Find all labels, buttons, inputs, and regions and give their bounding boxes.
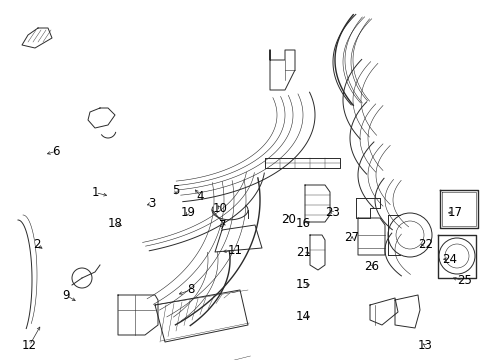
Text: 13: 13 — [417, 339, 432, 352]
Text: 14: 14 — [295, 310, 310, 323]
Text: 10: 10 — [212, 202, 227, 215]
Text: 15: 15 — [295, 278, 310, 291]
Text: 11: 11 — [227, 244, 242, 257]
Text: 9: 9 — [62, 289, 70, 302]
Text: 24: 24 — [442, 253, 456, 266]
Text: 19: 19 — [181, 206, 195, 219]
Text: 3: 3 — [147, 197, 155, 210]
Text: 17: 17 — [447, 206, 461, 219]
Text: 2: 2 — [33, 238, 41, 251]
Text: 21: 21 — [295, 246, 310, 258]
Text: 6: 6 — [52, 145, 60, 158]
Text: 22: 22 — [417, 238, 432, 251]
Text: 23: 23 — [325, 206, 339, 219]
Text: 20: 20 — [281, 213, 295, 226]
Text: 25: 25 — [456, 274, 471, 287]
Text: 26: 26 — [364, 260, 378, 273]
Text: 7: 7 — [218, 219, 226, 231]
Text: 18: 18 — [107, 217, 122, 230]
Text: 8: 8 — [186, 283, 194, 296]
Text: 4: 4 — [196, 190, 204, 203]
Text: 16: 16 — [295, 217, 310, 230]
Text: 12: 12 — [22, 339, 37, 352]
Text: 27: 27 — [344, 231, 359, 244]
Text: 5: 5 — [172, 184, 180, 197]
Text: 1: 1 — [91, 186, 99, 199]
